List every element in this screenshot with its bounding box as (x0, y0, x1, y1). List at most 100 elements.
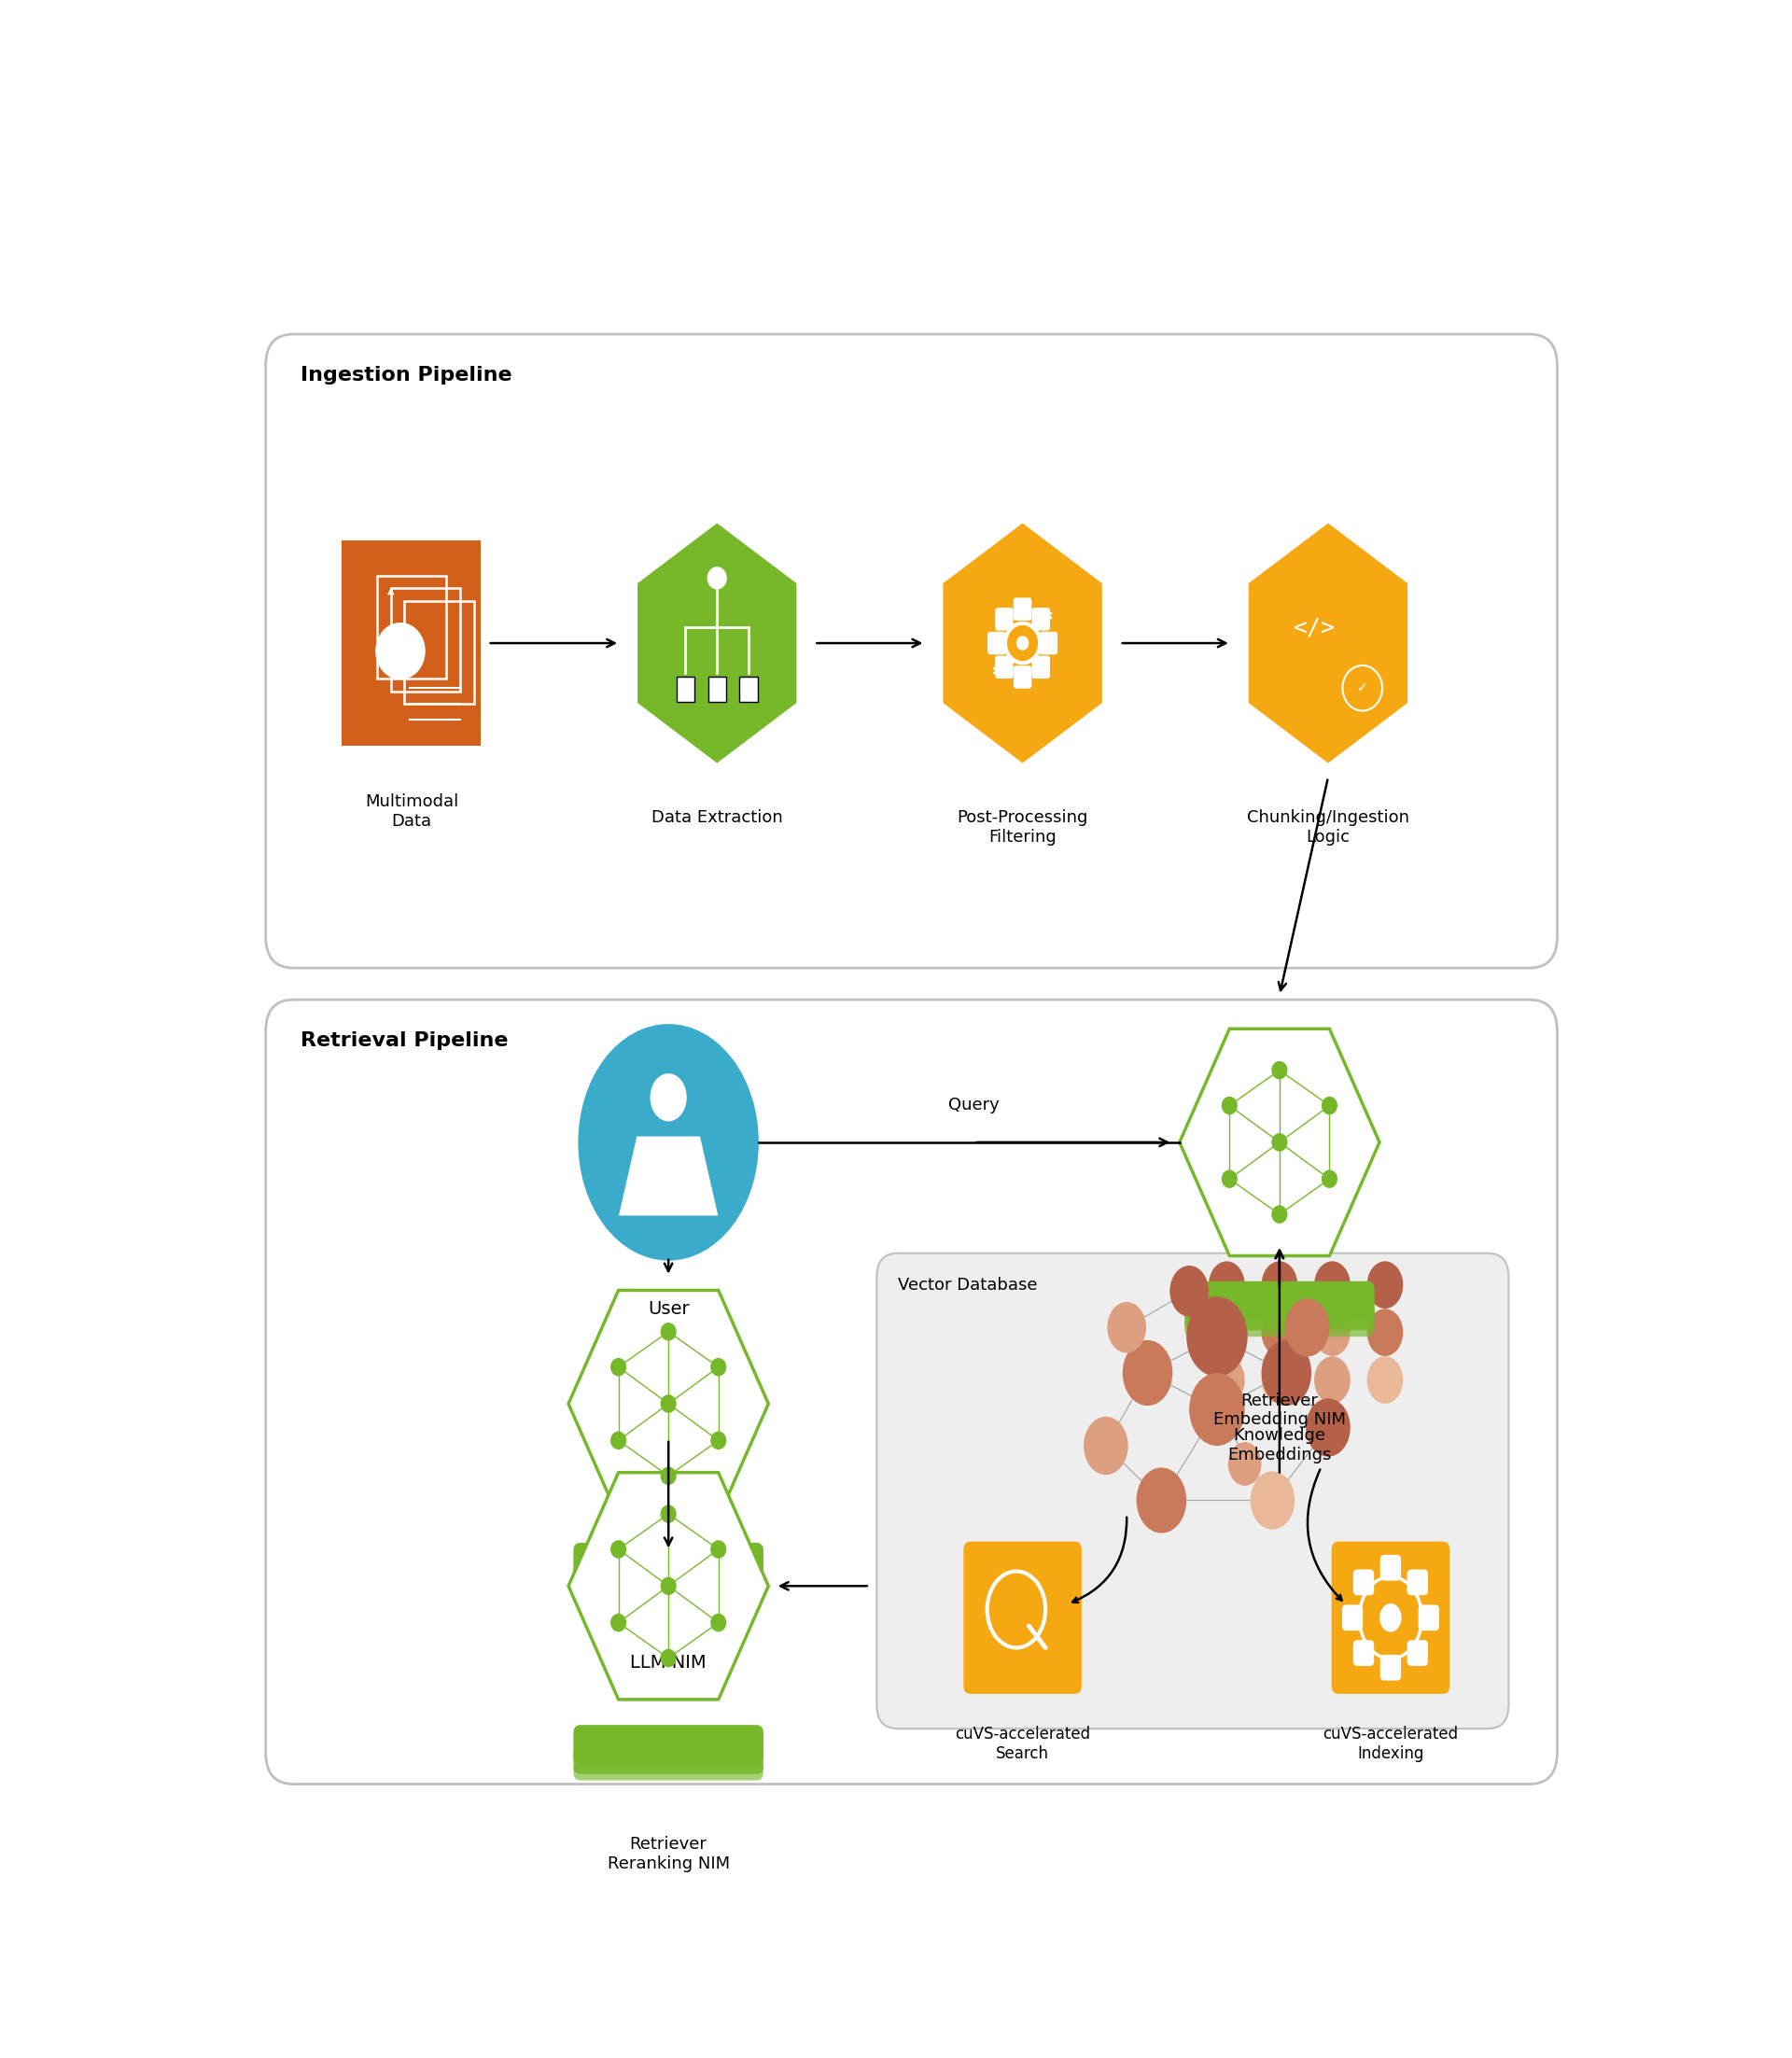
FancyBboxPatch shape (740, 677, 758, 702)
Text: Knowledge
Embeddings: Knowledge Embeddings (1228, 1428, 1331, 1463)
Text: Retriever
Reranking NIM: Retriever Reranking NIM (607, 1836, 729, 1873)
Text: ▲: ▲ (387, 587, 394, 595)
FancyBboxPatch shape (1407, 1570, 1428, 1595)
Circle shape (1272, 1134, 1287, 1150)
Circle shape (661, 1648, 676, 1667)
Ellipse shape (1107, 1303, 1147, 1352)
Text: Chunking/Ingestion
Logic: Chunking/Ingestion Logic (1247, 809, 1409, 846)
Ellipse shape (1084, 1416, 1129, 1476)
FancyBboxPatch shape (573, 1762, 763, 1780)
Polygon shape (1249, 525, 1407, 761)
FancyBboxPatch shape (1380, 1554, 1401, 1581)
Ellipse shape (1367, 1309, 1403, 1356)
Text: ✓: ✓ (1357, 681, 1367, 696)
Circle shape (1222, 1169, 1238, 1187)
Ellipse shape (579, 1025, 758, 1262)
Circle shape (661, 1576, 676, 1595)
Text: LLM NIM: LLM NIM (631, 1655, 706, 1671)
Ellipse shape (650, 1074, 686, 1122)
Circle shape (1016, 636, 1029, 650)
FancyBboxPatch shape (1331, 1541, 1450, 1694)
Circle shape (375, 622, 425, 679)
Text: Retrieval Pipeline: Retrieval Pipeline (301, 1031, 509, 1050)
Circle shape (1272, 1062, 1287, 1078)
Polygon shape (1179, 1029, 1380, 1255)
Circle shape (710, 1613, 726, 1632)
Text: cuVS-accelerated
Search: cuVS-accelerated Search (955, 1725, 1090, 1762)
Circle shape (708, 566, 728, 589)
FancyBboxPatch shape (1185, 1282, 1374, 1321)
Circle shape (661, 1504, 676, 1523)
Ellipse shape (1122, 1340, 1172, 1406)
FancyBboxPatch shape (987, 632, 1005, 654)
Text: Post-Processing
Filtering: Post-Processing Filtering (957, 809, 1088, 846)
FancyBboxPatch shape (995, 657, 1012, 679)
Polygon shape (568, 1474, 769, 1700)
Circle shape (1321, 1097, 1337, 1115)
FancyBboxPatch shape (573, 1725, 763, 1764)
FancyBboxPatch shape (676, 677, 695, 702)
FancyBboxPatch shape (1417, 1605, 1439, 1630)
FancyBboxPatch shape (1353, 1570, 1374, 1595)
Ellipse shape (1262, 1309, 1297, 1356)
Polygon shape (568, 1290, 769, 1517)
Text: Retriever
Embedding NIM: Retriever Embedding NIM (1213, 1391, 1346, 1428)
Ellipse shape (1136, 1467, 1186, 1533)
FancyBboxPatch shape (1407, 1640, 1428, 1667)
Ellipse shape (1262, 1340, 1312, 1406)
Ellipse shape (1314, 1309, 1351, 1356)
Text: Data Extraction: Data Extraction (650, 809, 783, 825)
FancyBboxPatch shape (876, 1253, 1509, 1729)
Circle shape (611, 1613, 627, 1632)
Ellipse shape (1314, 1356, 1351, 1404)
FancyBboxPatch shape (1032, 657, 1050, 679)
FancyBboxPatch shape (573, 1564, 763, 1591)
FancyBboxPatch shape (964, 1541, 1082, 1694)
Ellipse shape (1208, 1262, 1245, 1309)
Circle shape (611, 1430, 627, 1449)
FancyBboxPatch shape (1014, 665, 1032, 689)
FancyBboxPatch shape (342, 539, 480, 747)
Text: Multimodal
Data: Multimodal Data (366, 794, 459, 829)
Ellipse shape (1170, 1266, 1208, 1317)
Ellipse shape (1367, 1356, 1403, 1404)
Circle shape (1222, 1097, 1238, 1115)
Ellipse shape (1186, 1297, 1247, 1377)
Ellipse shape (1262, 1262, 1297, 1309)
FancyBboxPatch shape (1014, 597, 1032, 622)
FancyBboxPatch shape (1353, 1640, 1374, 1667)
Ellipse shape (1367, 1262, 1403, 1309)
Ellipse shape (1285, 1299, 1330, 1356)
FancyBboxPatch shape (573, 1578, 763, 1599)
FancyBboxPatch shape (265, 1000, 1557, 1784)
FancyBboxPatch shape (1185, 1317, 1374, 1338)
Ellipse shape (1262, 1356, 1297, 1404)
Circle shape (1272, 1206, 1287, 1225)
Text: Ingestion Pipeline: Ingestion Pipeline (301, 366, 513, 385)
FancyBboxPatch shape (708, 677, 726, 702)
FancyBboxPatch shape (265, 333, 1557, 967)
Text: Query: Query (948, 1097, 1000, 1113)
Circle shape (661, 1395, 676, 1414)
Text: cuVS-accelerated
Indexing: cuVS-accelerated Indexing (1322, 1725, 1459, 1762)
Circle shape (611, 1539, 627, 1558)
Circle shape (710, 1539, 726, 1558)
Polygon shape (944, 525, 1100, 761)
Ellipse shape (1314, 1262, 1351, 1309)
Circle shape (710, 1358, 726, 1377)
FancyBboxPatch shape (1342, 1605, 1364, 1630)
Circle shape (611, 1358, 627, 1377)
Text: </>: </> (1294, 615, 1335, 638)
Ellipse shape (1208, 1356, 1245, 1404)
FancyBboxPatch shape (1185, 1303, 1374, 1329)
Polygon shape (618, 1136, 719, 1216)
Text: Vector Database: Vector Database (898, 1276, 1038, 1294)
Ellipse shape (1190, 1373, 1245, 1445)
FancyBboxPatch shape (1032, 607, 1050, 630)
Ellipse shape (1251, 1471, 1296, 1529)
Ellipse shape (1228, 1443, 1262, 1486)
Polygon shape (638, 525, 796, 761)
FancyBboxPatch shape (1039, 632, 1057, 654)
FancyBboxPatch shape (573, 1544, 763, 1583)
Circle shape (661, 1467, 676, 1486)
